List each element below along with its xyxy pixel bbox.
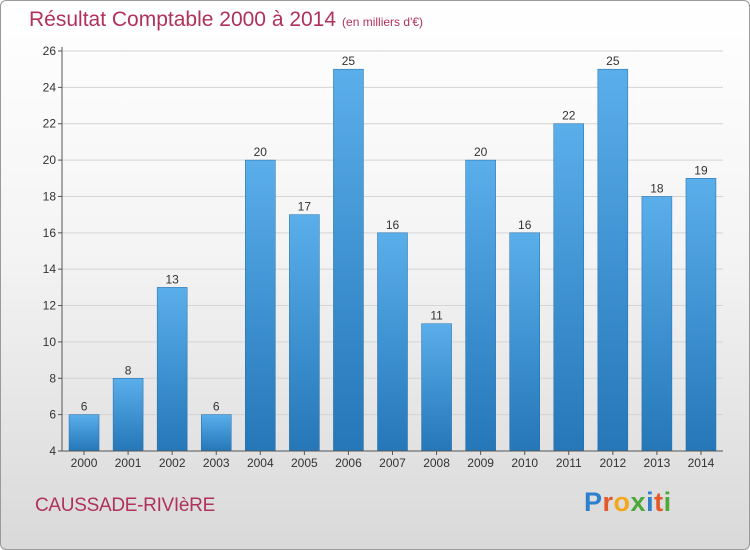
x-tick-label-2011: 2011	[556, 456, 582, 470]
x-tick-label-2008: 2008	[423, 456, 450, 470]
bar-2010	[509, 232, 540, 452]
y-tick-label-6: 6	[49, 408, 56, 422]
bar-2006	[333, 68, 364, 452]
x-tick-label-2006: 2006	[335, 456, 362, 470]
logo-letter: P	[584, 487, 603, 517]
y-tick-label-4: 4	[49, 444, 56, 458]
y-tick-label-14: 14	[43, 262, 57, 276]
bar-2002	[156, 287, 188, 452]
proxiti-logo[interactable]: Proxiti	[584, 487, 672, 518]
y-tick-label-24: 24	[43, 80, 57, 94]
bar-2004	[245, 159, 276, 452]
data-label-2011: 22	[562, 109, 576, 123]
bar-2003	[200, 414, 232, 452]
x-tick-label-2010: 2010	[511, 456, 538, 470]
bar-2000	[68, 414, 100, 452]
x-tick-label-2012: 2012	[599, 456, 626, 470]
data-label-2014: 19	[694, 163, 708, 177]
x-tick-label-2013: 2013	[644, 456, 671, 470]
data-label-2013: 18	[650, 181, 664, 195]
bar-2011	[553, 123, 585, 452]
place-name: CAUSSADE-RIVIèRE	[35, 495, 215, 516]
bar-2008	[421, 323, 452, 452]
data-label-2000: 6	[81, 400, 88, 414]
logo-letter: i	[663, 487, 672, 517]
y-tick-label-20: 20	[43, 153, 57, 167]
data-label-2004: 20	[254, 145, 268, 159]
data-label-2007: 16	[386, 218, 400, 232]
data-label-2002: 13	[165, 272, 179, 286]
data-label-2001: 8	[125, 363, 132, 377]
y-tick-label-8: 8	[49, 371, 56, 385]
logo-letter: x	[630, 487, 647, 517]
logo-letter: t	[654, 487, 664, 517]
y-tick-label-10: 10	[43, 335, 57, 349]
bar-2012	[597, 68, 629, 452]
data-label-2009: 20	[474, 145, 488, 159]
data-label-2006: 25	[342, 54, 356, 68]
chart-unit: (en milliers d'€)	[342, 15, 424, 29]
bar-2009	[465, 159, 496, 452]
data-label-2005: 17	[298, 200, 312, 214]
y-tick-label-18: 18	[43, 189, 57, 203]
y-tick-label-16: 16	[43, 226, 57, 240]
logo-letter: o	[613, 487, 631, 517]
y-tick-label-12: 12	[43, 299, 57, 313]
data-label-2008: 11	[430, 309, 443, 323]
x-tick-label-2007: 2007	[379, 456, 406, 470]
bar-2007	[377, 232, 408, 452]
x-tick-label-2002: 2002	[159, 456, 186, 470]
x-tick-label-2014: 2014	[688, 456, 715, 470]
y-tick-label-26: 26	[43, 44, 57, 58]
x-tick-label-2004: 2004	[247, 456, 274, 470]
x-tick-label-2003: 2003	[203, 456, 230, 470]
chart-title-text: Résultat Comptable 2000 à 2014	[29, 8, 337, 31]
data-label-2010: 16	[518, 218, 532, 232]
chart-title: Résultat Comptable 2000 à 2014 (en millie…	[29, 8, 423, 32]
bar-2005	[289, 214, 320, 452]
bar-2013	[641, 196, 673, 452]
x-tick-label-2001: 2001	[115, 456, 142, 470]
x-tick-label-2009: 2009	[467, 456, 494, 470]
logo-letter: i	[646, 487, 655, 517]
logo-letter: r	[602, 487, 614, 517]
y-tick-label-22: 22	[43, 117, 57, 131]
x-tick-label-2005: 2005	[291, 456, 318, 470]
data-label-2012: 25	[606, 54, 620, 68]
x-tick-label-2000: 2000	[71, 456, 98, 470]
bar-2001	[112, 378, 144, 452]
bar-2014	[685, 178, 717, 452]
data-label-2003: 6	[213, 400, 220, 414]
